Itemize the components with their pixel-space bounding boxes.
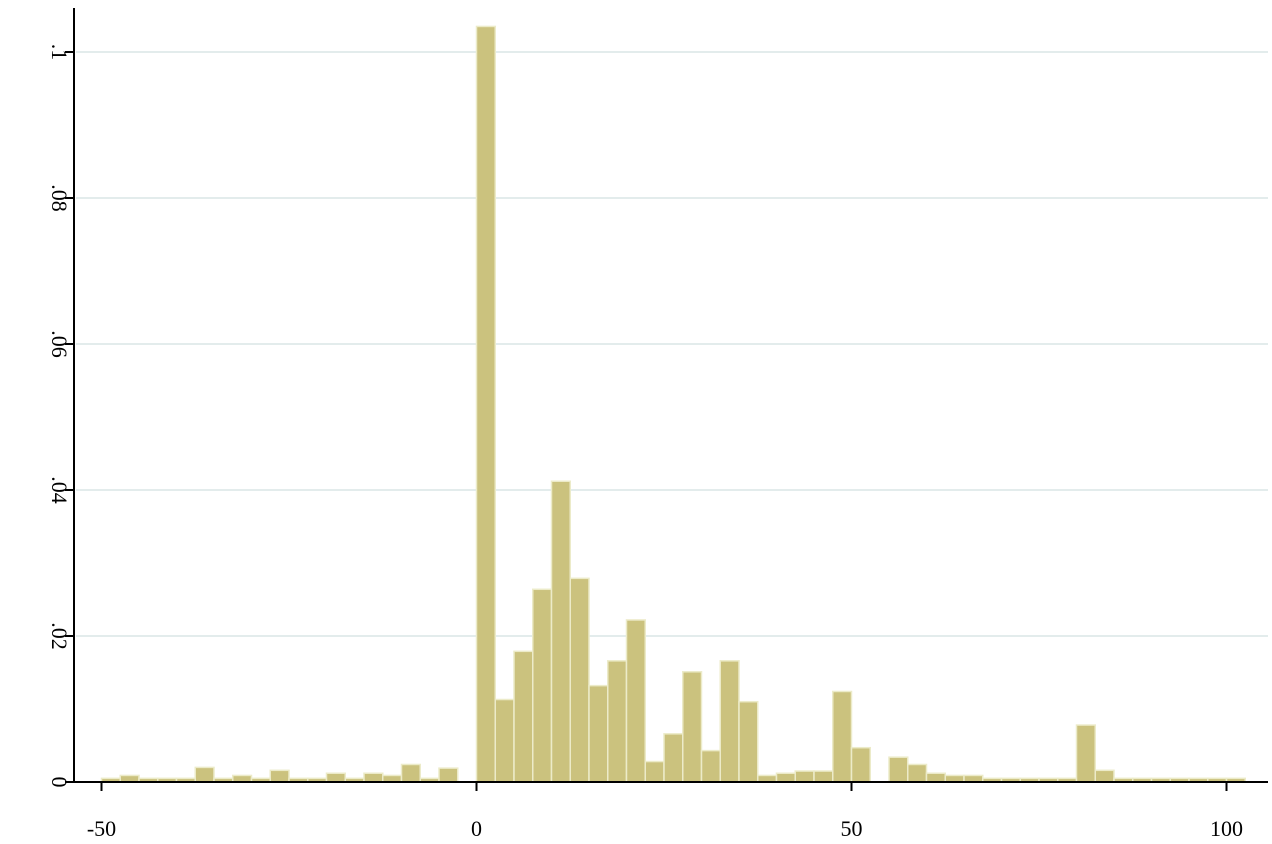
histogram-bar <box>663 733 684 783</box>
histogram-bar <box>850 746 871 783</box>
y-tick-label: .04 <box>47 476 72 504</box>
histogram-bar <box>888 756 909 783</box>
gridlines <box>76 51 1268 637</box>
x-tick-label: -50 <box>87 816 116 841</box>
histogram-bar <box>194 766 215 783</box>
histogram-bar <box>438 767 459 783</box>
x-tick-label: 100 <box>1210 816 1243 841</box>
histogram-bar <box>813 770 834 783</box>
histogram-bar <box>925 772 946 783</box>
x-tick-label: 50 <box>841 816 863 841</box>
histogram-bar <box>532 588 553 783</box>
histogram-bar <box>569 577 590 783</box>
y-tick-label: .1 <box>47 44 72 61</box>
histogram-bar <box>400 763 421 783</box>
histogram-bar <box>832 690 853 783</box>
histogram-bar <box>794 770 815 783</box>
histogram-bar <box>475 25 496 783</box>
histogram-bar <box>907 763 928 783</box>
y-tick-label: .06 <box>47 330 72 358</box>
histogram-bar <box>607 660 628 783</box>
x-tick-label: 0 <box>471 816 482 841</box>
y-tick-label: .02 <box>47 622 72 650</box>
histogram-bar <box>719 660 740 783</box>
histogram-bar <box>1075 724 1096 783</box>
histogram-bar <box>269 769 290 783</box>
histogram-bars <box>100 25 1246 783</box>
histogram-bar <box>325 772 346 783</box>
histogram-bar <box>513 650 534 783</box>
y-tick-label: .08 <box>47 184 72 212</box>
histogram-bar <box>738 700 759 783</box>
histogram-bar <box>494 698 515 783</box>
histogram-bar <box>775 772 796 783</box>
histogram-bar <box>550 480 571 783</box>
x-axis-ticks: -50 0 50 100 <box>87 782 1243 841</box>
y-tick-label: 0 <box>47 777 72 788</box>
histogram-bar <box>625 619 646 783</box>
y-axis-ticks: 0 .02 .04 .06 .08 .1 <box>47 44 74 788</box>
histogram-bar <box>1094 769 1115 783</box>
histogram-bar <box>363 772 384 783</box>
histogram-bar <box>588 684 609 783</box>
histogram-bar <box>644 760 665 783</box>
histogram-bar <box>682 671 703 783</box>
histogram-bar <box>700 749 721 783</box>
